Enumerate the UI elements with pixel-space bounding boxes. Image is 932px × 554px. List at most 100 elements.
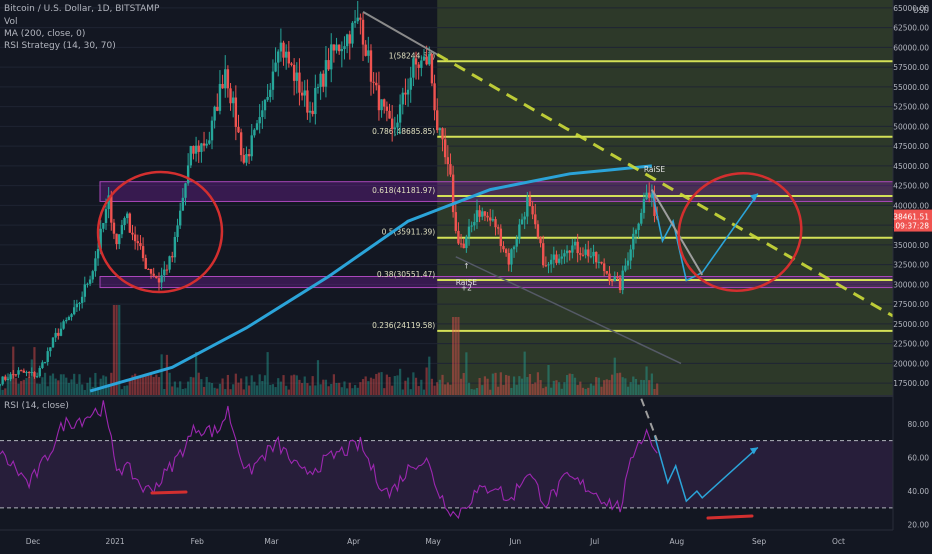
volume-bar: [645, 366, 648, 395]
volume-bar: [279, 381, 282, 395]
candle-body: [311, 110, 314, 115]
candle-body: [300, 92, 304, 96]
price-tick-label: 57500.00: [893, 63, 929, 72]
volume-bar: [459, 378, 463, 395]
candle-body: [247, 154, 251, 157]
volume-bar: [20, 381, 23, 395]
candle-body: [17, 370, 20, 375]
candle-body: [210, 120, 214, 141]
candle-body: [443, 139, 447, 158]
candle-body: [118, 234, 121, 245]
volume-bar: [131, 375, 134, 395]
price-tick-label: 17500.00: [893, 379, 929, 388]
candle-body: [112, 222, 116, 234]
volume-bar: [316, 360, 320, 395]
candle-body: [316, 86, 320, 89]
volume-bar: [200, 379, 203, 395]
volume-bar: [584, 388, 587, 395]
volume-bar: [293, 374, 296, 395]
volume-bar: [348, 382, 351, 395]
volume-bar: [157, 377, 161, 395]
candle-body: [94, 258, 97, 272]
volume-bar: [160, 354, 163, 395]
volume-legend[interactable]: Vol: [4, 17, 18, 27]
candle-body: [454, 212, 457, 231]
candle-body: [640, 212, 643, 224]
candle-body: [523, 216, 526, 220]
candle-body: [536, 224, 540, 238]
candle-body: [388, 110, 391, 119]
candle-body: [390, 118, 394, 130]
candle-body: [96, 249, 100, 259]
candle-body: [184, 183, 187, 198]
candle-body: [104, 209, 108, 223]
candle-body: [422, 56, 426, 61]
ma-legend[interactable]: MA (200, close, 0): [4, 29, 86, 39]
volume-bar: [542, 388, 545, 395]
rsi-legend[interactable]: RSI (14, close): [4, 401, 69, 411]
candle-body: [634, 230, 638, 234]
volume-bar: [346, 388, 349, 395]
volume-bar: [266, 352, 269, 395]
volume-bar: [560, 388, 563, 395]
candle-body: [88, 279, 92, 284]
candle-body: [467, 226, 471, 238]
candle-body: [271, 71, 275, 90]
candle-body: [120, 225, 124, 235]
volume-bar: [4, 388, 7, 395]
candle-body: [489, 217, 492, 221]
volume-bar: [173, 381, 176, 395]
volume-bar: [608, 380, 611, 395]
volume-bar: [176, 387, 179, 395]
candle-body: [345, 34, 349, 47]
fib-level-label: 0.618(41181.97): [372, 186, 435, 195]
volume-bar: [393, 376, 396, 395]
volume-bar: [303, 376, 306, 395]
volume-bar: [396, 375, 399, 395]
candle-body: [303, 90, 306, 96]
candle-body: [502, 246, 505, 250]
volume-bar: [579, 381, 582, 395]
volume-bar: [526, 377, 529, 395]
price-tick-label: 30000.00: [893, 280, 929, 289]
candle-body: [332, 44, 336, 51]
candle-body: [22, 370, 26, 373]
rsi-low-mark-right: [706, 514, 754, 520]
candle-body: [547, 264, 550, 266]
candle-body: [563, 253, 566, 257]
candle-body: [618, 277, 622, 291]
volume-bar: [62, 374, 65, 395]
candle-body: [306, 90, 309, 113]
candle-body: [78, 302, 81, 304]
candle-body: [91, 271, 94, 280]
volume-bar: [261, 381, 264, 395]
candle-body: [592, 251, 595, 257]
price-tick-label: 32500.00: [893, 261, 929, 270]
volume-bar: [467, 382, 471, 395]
volume-bar: [210, 383, 214, 395]
candle-body: [544, 265, 548, 267]
volume-bar: [285, 385, 288, 395]
rsi-strategy-legend[interactable]: RSI Strategy (14, 30, 70): [4, 41, 116, 51]
volume-bar: [107, 384, 110, 395]
candle-body: [528, 197, 532, 207]
volume-bar: [73, 373, 76, 395]
volume-bar: [515, 384, 518, 395]
volume-bar: [269, 384, 272, 395]
candle-body: [417, 64, 420, 68]
fib-level-label: 0.38(30551.47): [377, 270, 435, 279]
volume-bar: [534, 382, 537, 395]
symbol-title[interactable]: Bitcoin / U.S. Dollar, 1D, BITSTAMP: [4, 4, 160, 14]
candle-body: [239, 132, 243, 156]
rsi-low-mark-left: [150, 490, 188, 495]
candle-body: [602, 263, 606, 272]
rsi-tick-label: 20.00: [908, 521, 930, 530]
candle-body: [19, 370, 23, 372]
volume-bar: [486, 378, 489, 395]
volume-bar: [412, 372, 415, 395]
candle-body: [486, 215, 489, 218]
volume-bar: [41, 377, 44, 395]
time-tick-label: Oct: [832, 537, 845, 546]
